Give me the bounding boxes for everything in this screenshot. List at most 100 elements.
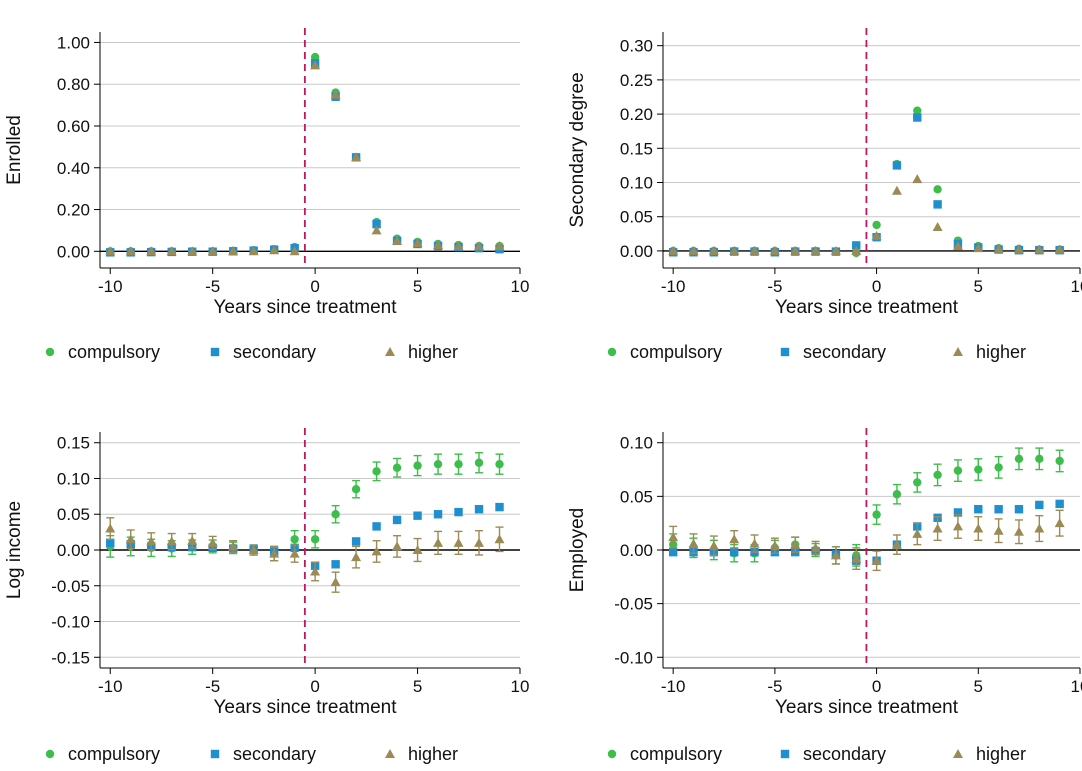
data-point-higher [269, 548, 280, 558]
data-point-secondary [913, 113, 922, 122]
data-point-higher [494, 534, 505, 544]
y-tick-label: 0.30 [620, 37, 653, 56]
data-point-higher [1054, 518, 1065, 528]
y-tick-label: 0.60 [57, 117, 90, 136]
series-higher [668, 174, 1065, 255]
legend: compulsory secondary higher [607, 342, 1026, 362]
data-point-higher [207, 537, 218, 547]
y-tick-label: 0.10 [620, 173, 653, 192]
data-point-higher [891, 185, 902, 195]
data-point-higher [474, 537, 485, 547]
data-point-higher [952, 241, 963, 251]
data-point-higher [1054, 244, 1065, 254]
x-tick-label: -10 [661, 677, 686, 696]
data-point-higher [871, 230, 882, 240]
y-tick-label: 1.00 [57, 33, 90, 52]
data-point-higher [269, 245, 280, 255]
data-point-higher [392, 541, 403, 551]
data-point-higher [248, 545, 259, 554]
legend-marker-compulsory [607, 749, 617, 759]
data-point-secondary [474, 505, 484, 514]
data-point-secondary [974, 505, 983, 514]
data-point-higher [228, 246, 239, 256]
legend-label-compulsory: compulsory [630, 342, 722, 362]
data-point-compulsory [872, 510, 881, 519]
legend-label-higher: higher [976, 342, 1026, 362]
legend-label-compulsory: compulsory [68, 744, 160, 764]
data-point-higher [668, 532, 679, 542]
x-tick-label: 0 [310, 277, 319, 296]
data-point-higher [289, 548, 300, 558]
data-point-compulsory [290, 535, 299, 544]
data-point-compulsory [331, 510, 340, 519]
data-point-higher [688, 538, 699, 548]
data-point-higher [187, 246, 198, 256]
data-point-higher [830, 245, 841, 255]
y-tick-label: 0.20 [620, 105, 653, 124]
data-point-compulsory [372, 467, 381, 476]
legend-marker-secondary [210, 749, 220, 759]
legend-marker-higher [953, 347, 963, 356]
data-point-higher [993, 525, 1004, 535]
data-point-higher [187, 535, 198, 545]
data-point-secondary [454, 507, 463, 517]
legend-label-higher: higher [408, 342, 458, 362]
data-point-higher [371, 546, 382, 556]
data-point-higher [105, 246, 116, 256]
data-point-higher [310, 566, 321, 576]
legend-label-secondary: secondary [803, 744, 886, 764]
chart-panel-3: -0.15 -0.10 -0.05 0.00 0.05 0.10 0.15 -10 -5 0 5 10… [4, 428, 529, 764]
legend-marker-higher [385, 347, 395, 356]
legend: compulsory secondary higher [45, 744, 458, 764]
y-axis-title: Employed [567, 508, 588, 593]
data-point-higher [310, 60, 321, 70]
legend-marker-compulsory [607, 347, 617, 357]
y-tick-label: -0.05 [51, 577, 90, 596]
data-point-higher [932, 523, 943, 533]
chart-panel-2: 0.00 0.05 0.10 0.15 0.20 0.25 0.30 -10 -5 0 5 10 Yea… [567, 28, 1082, 362]
legend-marker-higher [953, 749, 963, 758]
data-point-higher [708, 540, 719, 550]
data-point-higher [973, 523, 984, 533]
data-point-higher [289, 246, 300, 256]
x-tick-label: -10 [98, 677, 123, 696]
data-point-higher [932, 221, 943, 231]
series-higher [668, 509, 1065, 572]
data-point-higher [973, 243, 984, 253]
legend-marker-compulsory [45, 749, 55, 759]
y-tick-label: 0.00 [57, 541, 90, 560]
x-tick-label: 0 [310, 677, 319, 696]
data-point-higher [125, 246, 136, 256]
data-point-secondary [495, 502, 504, 512]
legend-label-higher: higher [976, 744, 1026, 764]
chart-panel-4: -0.10 -0.05 0.00 0.05 0.10 -10 -5 0 5 10 Years sin… [567, 428, 1082, 764]
y-axis-title: Enrolled [4, 115, 25, 185]
x-axis-title: Years since treatment [213, 297, 397, 318]
x-axis-title: Years since treatment [775, 297, 959, 318]
data-point-higher [810, 542, 821, 552]
data-point-higher [453, 537, 464, 547]
data-point-secondary [392, 515, 402, 525]
x-tick-label: -10 [98, 277, 123, 296]
x-tick-label: 10 [1071, 677, 1082, 696]
data-point-compulsory [392, 463, 402, 472]
y-tick-label: 0.15 [57, 434, 90, 453]
data-point-secondary [953, 508, 963, 517]
y-tick-label: -0.05 [614, 595, 653, 614]
data-point-secondary [433, 510, 443, 519]
y-axis-title: Secondary degree [567, 72, 588, 227]
data-point-compulsory [913, 478, 922, 487]
data-point-compulsory [454, 459, 463, 469]
x-tick-label: -10 [661, 277, 686, 296]
data-point-higher [330, 577, 341, 587]
data-point-higher [1013, 244, 1024, 254]
data-point-compulsory [872, 220, 881, 230]
data-point-higher [912, 174, 923, 184]
data-point-higher [993, 243, 1004, 253]
x-tick-label: 0 [872, 677, 881, 696]
data-point-higher [891, 539, 902, 549]
y-tick-label: 0.25 [620, 71, 653, 90]
data-point-compulsory [495, 459, 504, 469]
chart-panel-1: 0.00 0.20 0.40 0.60 0.80 1.00 -10 -5 0 5 10 Years s… [4, 28, 529, 362]
